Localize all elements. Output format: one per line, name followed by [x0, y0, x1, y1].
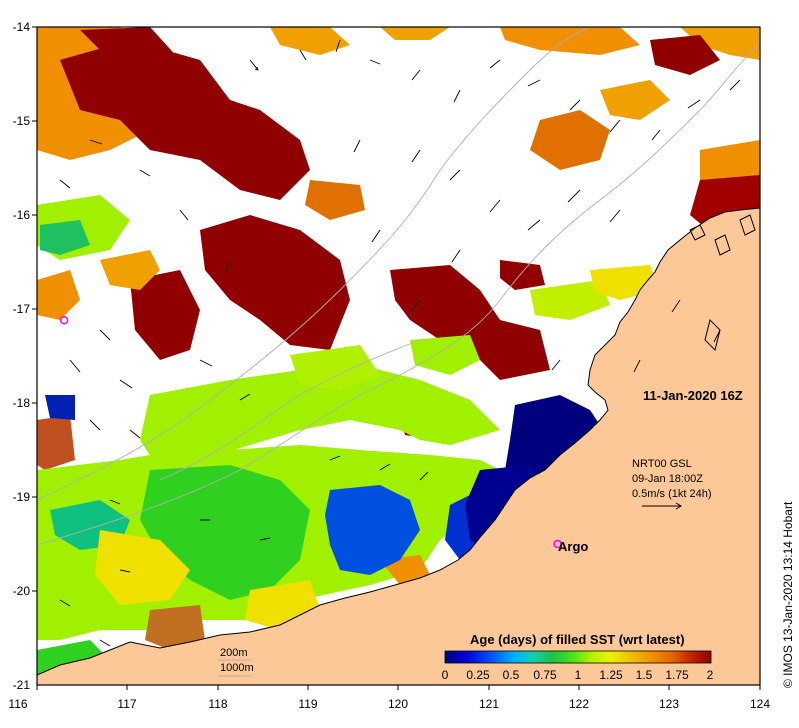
argo-label: Argo — [558, 539, 588, 554]
lat-ticks — [32, 26, 37, 592]
lat-label-16: -16 — [13, 208, 31, 222]
lon-label-122: 122 — [569, 697, 589, 711]
patch-darkred-c3 — [390, 265, 550, 380]
lon-label-121: 121 — [479, 697, 499, 711]
lat-label-20: -20 — [13, 584, 31, 598]
current-legend: NRT00 GSL 09-Jan 18:00Z 0.5m/s (1kt 24h) — [632, 458, 711, 500]
patch-yellow-s1 — [95, 530, 190, 605]
colorbar-title: Age (days) of filled SST (wrt latest) — [470, 632, 685, 647]
patch-brown-w — [37, 415, 75, 470]
cb-tick-8: 2 — [707, 668, 714, 682]
current-legend-line2: 09-Jan 18:00Z — [632, 473, 703, 485]
patch-orange-w — [37, 270, 80, 320]
plot-area — [37, 27, 760, 685]
patch-orange-e1 — [530, 110, 610, 170]
lon-label-116: 116 — [8, 697, 27, 711]
patch-orange-top3 — [500, 27, 640, 55]
sst-age-field — [37, 27, 760, 685]
lon-label-120: 120 — [388, 697, 408, 711]
lat-label-18: -18 — [13, 396, 31, 410]
lon-ticks — [36, 685, 761, 690]
lon-label-123: 123 — [659, 697, 679, 711]
isobath-legend-200: 200m — [220, 647, 248, 659]
cb-tick-5: 1.25 — [599, 668, 623, 682]
isobath-200 — [37, 44, 760, 546]
patch-darkred-ne1 — [650, 35, 720, 75]
patch-green-w — [40, 220, 90, 255]
lat-label-14: -14 — [13, 20, 31, 34]
isobath-shelf — [159, 339, 421, 481]
lon-tick-labels: 116 117 118 119 120 121 122 123 124 — [8, 697, 770, 711]
lon-label-118: 118 — [208, 697, 227, 711]
colorbar-ramp — [444, 650, 712, 664]
lon-label-124: 124 — [750, 697, 770, 711]
patch-lime-c3 — [410, 335, 480, 375]
patch-orange-mid — [305, 180, 365, 220]
lat-label-15: -15 — [13, 114, 31, 128]
map-timestamp-title: 11-Jan-2020 16Z — [643, 388, 743, 403]
land-mass — [37, 207, 760, 685]
argo-marker-1 — [553, 539, 562, 549]
argo-floats — [59, 316, 562, 549]
cb-tick-6: 1.5 — [636, 668, 653, 682]
current-legend-line1: NRT00 GSL — [632, 458, 692, 470]
patch-orange-e2 — [600, 80, 670, 120]
patch-darkred-midnw — [200, 120, 300, 180]
cb-tick-1: 0.25 — [466, 668, 490, 682]
isobath-1000 — [37, 27, 591, 501]
patch-orange-w2 — [100, 250, 160, 290]
lat-label-21: -21 — [13, 678, 31, 692]
current-vectors — [59, 39, 741, 647]
imos-credit: © IMOS 13-Jan-2020 13:14 Hobart — [781, 501, 795, 688]
patch-brown-s — [145, 605, 205, 650]
cb-tick-4: 1 — [575, 668, 582, 682]
current-legend-line3: 0.5m/s (1kt 24h) — [632, 488, 711, 500]
cb-tick-0: 0 — [442, 668, 449, 682]
colorbar-tick-labels: 0 0.25 0.5 0.75 1 1.25 1.5 1.75 2 — [442, 668, 714, 682]
patch-darkred-c4 — [500, 260, 545, 290]
lat-tick-labels: -14 -15 -16 -17 -18 -19 -20 -21 — [13, 20, 31, 692]
patch-orange-top — [270, 27, 350, 55]
argo-marker-2 — [59, 316, 69, 325]
patch-darkred-c2 — [130, 270, 200, 360]
patch-lime-c4 — [530, 280, 610, 320]
patch-lime-c2 — [290, 345, 380, 390]
current-scale-arrow — [642, 502, 682, 510]
isobath-legend-1000: 1000m — [220, 662, 254, 674]
patch-blue-w — [45, 395, 75, 420]
cb-tick-3: 0.75 — [533, 668, 557, 682]
cb-tick-7: 1.75 — [665, 668, 689, 682]
patch-orange-top2 — [380, 27, 450, 40]
lon-label-119: 119 — [298, 697, 317, 711]
lat-label-19: -19 — [13, 490, 31, 504]
lon-label-117: 117 — [117, 697, 136, 711]
patch-darkred-top — [80, 27, 180, 70]
cb-tick-2: 0.5 — [503, 668, 520, 682]
lat-label-17: -17 — [13, 302, 31, 316]
isobaths — [37, 27, 760, 546]
patch-blue-s — [325, 485, 420, 575]
coast-detail-ne — [689, 214, 756, 351]
patch-lime-c1 — [140, 365, 500, 470]
colorbar — [444, 650, 712, 664]
